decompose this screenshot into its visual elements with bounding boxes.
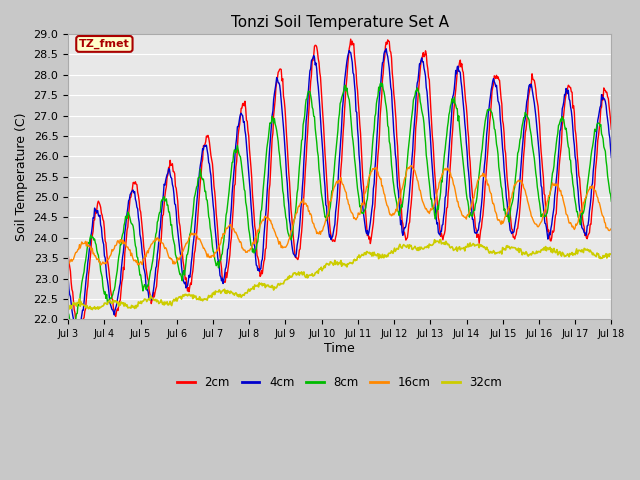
4cm (607, 155, 615, 160)
8cm (607, 198, 615, 204)
8cm (131, 237, 138, 242)
4cm (186, 275, 194, 280)
16cm (406, 164, 413, 170)
16cm (130, 258, 138, 264)
8cm (214, 265, 222, 271)
16cm (74, 247, 82, 252)
2cm (186, 284, 194, 289)
32cm (436, 237, 444, 242)
8cm (69, 323, 77, 329)
32cm (64, 307, 72, 313)
32cm (214, 289, 221, 295)
X-axis label: Time: Time (324, 342, 355, 355)
16cm (214, 248, 221, 253)
2cm (214, 240, 222, 246)
2cm (64, 251, 72, 257)
Line: 2cm: 2cm (68, 39, 611, 336)
32cm (406, 242, 413, 248)
4cm (64, 276, 72, 281)
8cm (75, 302, 83, 308)
16cm (64, 263, 72, 268)
32cm (185, 291, 193, 297)
Line: 16cm: 16cm (68, 166, 611, 265)
4cm (423, 89, 431, 95)
32cm (74, 300, 82, 306)
2cm (607, 126, 615, 132)
4cm (75, 326, 83, 332)
4cm (214, 260, 222, 265)
32cm (130, 304, 138, 310)
4cm (74, 333, 82, 338)
16cm (185, 235, 193, 240)
8cm (64, 310, 72, 315)
8cm (186, 232, 194, 238)
32cm (422, 244, 429, 250)
32cm (607, 252, 615, 257)
Title: Tonzi Soil Temperature Set A: Tonzi Soil Temperature Set A (231, 15, 449, 30)
8cm (407, 119, 415, 124)
2cm (407, 201, 415, 207)
4cm (131, 189, 138, 194)
4cm (382, 46, 390, 52)
8cm (377, 80, 385, 86)
Line: 32cm: 32cm (68, 240, 611, 310)
Line: 8cm: 8cm (68, 83, 611, 326)
2cm (347, 36, 355, 42)
2cm (74, 332, 82, 337)
Line: 4cm: 4cm (68, 49, 611, 336)
Text: TZ_fmet: TZ_fmet (79, 39, 130, 49)
2cm (75, 333, 83, 339)
2cm (423, 61, 431, 67)
8cm (423, 158, 431, 164)
Y-axis label: Soil Temperature (C): Soil Temperature (C) (15, 112, 28, 241)
2cm (131, 181, 138, 187)
16cm (422, 205, 430, 211)
16cm (407, 163, 415, 168)
Legend: 2cm, 4cm, 8cm, 16cm, 32cm: 2cm, 4cm, 8cm, 16cm, 32cm (173, 371, 507, 394)
4cm (407, 168, 415, 174)
16cm (607, 226, 615, 232)
